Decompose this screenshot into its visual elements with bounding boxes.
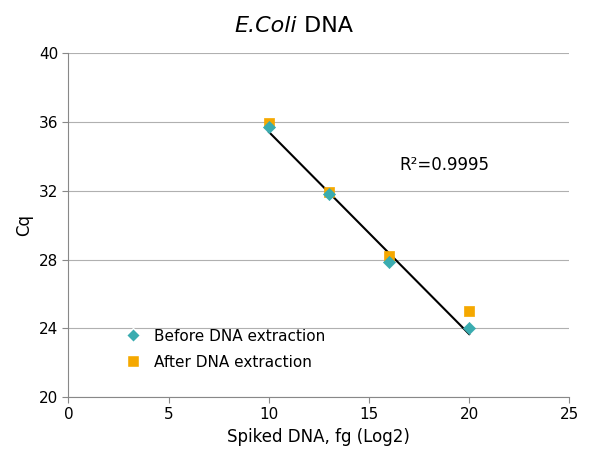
- Legend: Before DNA extraction, After DNA extraction: Before DNA extraction, After DNA extract…: [111, 323, 331, 376]
- Point: [264, 119, 274, 127]
- Text: E.Coli: E.Coli: [235, 16, 297, 36]
- Text: DNA: DNA: [297, 16, 353, 36]
- Point: [465, 307, 474, 315]
- Point: [384, 253, 394, 260]
- Point: [324, 188, 334, 195]
- Point: [324, 190, 334, 198]
- X-axis label: Spiked DNA, fg (Log2): Spiked DNA, fg (Log2): [228, 428, 410, 446]
- Y-axis label: Cq: Cq: [15, 214, 33, 236]
- Point: [384, 259, 394, 266]
- Point: [465, 325, 474, 332]
- Text: R²=0.9995: R²=0.9995: [399, 156, 489, 174]
- Point: [264, 124, 274, 131]
